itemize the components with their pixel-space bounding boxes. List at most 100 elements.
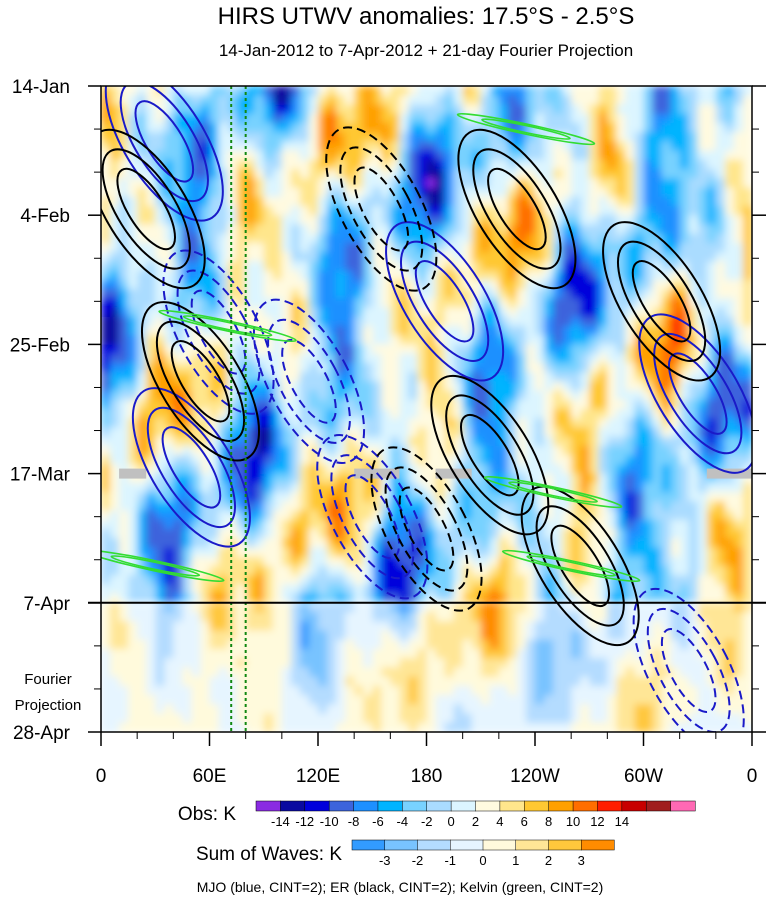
obs-cell — [616, 436, 626, 447]
projection-cell — [526, 621, 536, 632]
obs-cell — [535, 104, 545, 115]
obs-cell — [688, 593, 699, 604]
obs-cell — [218, 122, 229, 133]
obs-cell — [616, 556, 626, 567]
projection-cell — [182, 722, 192, 732]
obs-cell — [453, 242, 464, 253]
obs-cell — [155, 289, 165, 299]
obs-cell — [327, 556, 337, 567]
obs-cell — [498, 270, 509, 281]
obs-cell — [679, 556, 690, 567]
obs-cell — [290, 150, 301, 161]
obs-cell — [724, 270, 735, 281]
obs-cell — [643, 159, 654, 170]
obs-cell — [218, 492, 229, 502]
obs-cell — [146, 159, 156, 170]
obs-cell — [345, 547, 355, 558]
obs-cell — [119, 325, 129, 336]
obs-cell — [553, 252, 563, 262]
obs-cell — [562, 529, 572, 539]
obs-cell — [580, 344, 590, 355]
obs-cell — [453, 206, 464, 216]
projection-cell — [227, 695, 238, 705]
obs-cell — [444, 206, 455, 216]
obs-cell — [299, 150, 310, 161]
projection-cell — [733, 685, 744, 696]
obs-cell — [688, 547, 699, 558]
obs-cell — [209, 95, 220, 105]
obs-cell — [137, 390, 147, 401]
obs-cell — [128, 362, 138, 373]
obs-cell — [607, 418, 617, 428]
obs-cell — [625, 547, 635, 558]
obs-cell — [661, 270, 672, 281]
obs-cell — [155, 492, 165, 502]
obs-cell — [733, 122, 744, 133]
obs-cell — [670, 547, 681, 558]
obs-cell — [634, 325, 645, 336]
obs-cell — [688, 178, 699, 189]
projection-cell — [471, 602, 482, 613]
obs-cell — [417, 279, 428, 290]
projection-cell — [290, 713, 301, 724]
obs-cell — [607, 113, 617, 124]
projection-cell — [128, 713, 138, 724]
obs-cell — [652, 529, 663, 539]
projection-cell — [607, 612, 617, 622]
obs-cell — [290, 372, 301, 382]
projection-cell — [733, 676, 744, 687]
obs-cell — [191, 390, 201, 401]
projection-cell — [137, 648, 147, 659]
obs-cell — [507, 86, 518, 96]
obs-cell — [562, 86, 572, 96]
obs-cell — [516, 86, 527, 96]
obs-cell — [236, 224, 247, 235]
obs-cell — [354, 215, 364, 225]
obs-cell — [363, 353, 373, 364]
obs-cell — [408, 335, 418, 345]
obs-cell — [110, 252, 120, 262]
obs-cell — [697, 547, 708, 558]
obs-cell — [345, 436, 355, 447]
obs-cell — [444, 298, 455, 309]
obs-cell — [128, 104, 138, 115]
obs-cell — [571, 279, 581, 290]
obs-cell — [733, 575, 744, 585]
obs-cell — [489, 501, 500, 512]
obs-cell — [110, 270, 120, 281]
obs-cell — [417, 270, 428, 281]
projection-cell — [101, 648, 111, 659]
obs-anomaly-field — [101, 86, 752, 604]
projection-cell — [218, 602, 229, 613]
obs-cell — [435, 307, 446, 318]
projection-cell — [580, 676, 590, 687]
obs-cell — [245, 122, 256, 133]
obs-cell — [516, 409, 527, 419]
obs-cell — [327, 242, 337, 253]
projection-cell — [453, 648, 464, 659]
obs-cell — [471, 436, 482, 447]
obs-cell — [544, 335, 554, 345]
obs-cell — [435, 409, 446, 419]
obs-cell — [354, 178, 364, 189]
obs-cell — [516, 399, 527, 410]
obs-cell — [526, 510, 536, 521]
obs-cell — [743, 242, 752, 253]
obs-cell — [119, 307, 129, 318]
obs-cell — [426, 270, 437, 281]
obs-cell — [571, 206, 581, 216]
obs-cell — [336, 196, 346, 207]
obs-cell — [200, 464, 211, 475]
obs-cell — [155, 399, 165, 410]
obs-cell — [661, 316, 672, 327]
obs-cell — [589, 335, 599, 345]
obs-cell — [544, 344, 554, 355]
obs-cell — [480, 399, 491, 410]
obs-cell — [526, 316, 536, 327]
obs-cell — [435, 390, 446, 401]
projection-cell — [607, 648, 617, 659]
obs-cell — [164, 519, 174, 530]
projection-cell — [507, 704, 518, 715]
projection-cell — [580, 612, 590, 622]
obs-cell — [724, 510, 735, 521]
